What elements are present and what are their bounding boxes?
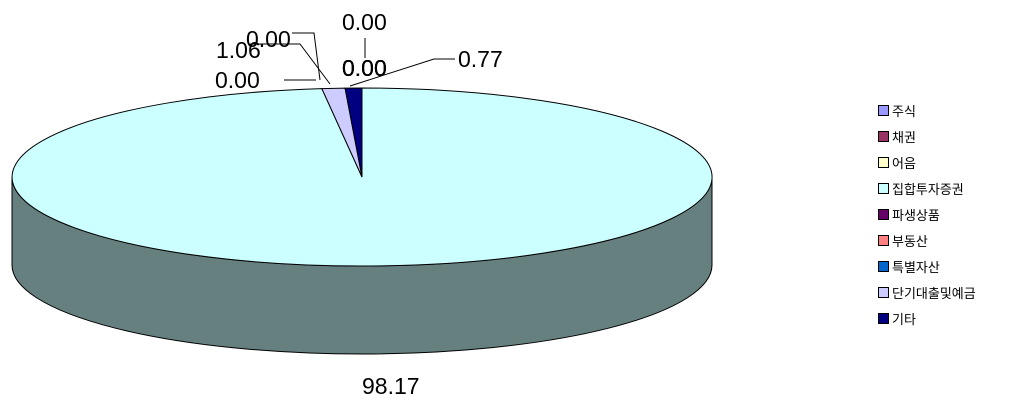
pie-slice — [344, 87, 363, 178]
legend-swatch — [878, 260, 889, 272]
legend-label: 주식 — [892, 104, 916, 120]
legend-swatch — [878, 312, 889, 324]
legend-swatch — [878, 286, 889, 298]
data-label: 0.00 — [246, 26, 291, 52]
data-label: 0.00 — [342, 55, 387, 81]
data-label: 1.06 — [216, 37, 261, 63]
data-label: 98.17 — [362, 373, 420, 399]
legend-label: 파생상품 — [892, 208, 940, 224]
legend-label: 기타 — [892, 312, 916, 328]
legend-swatch — [878, 208, 889, 220]
data-label: 0.77 — [458, 46, 503, 72]
legend-label: 단기대출및예금 — [892, 286, 976, 302]
legend-label: 어음 — [892, 156, 916, 172]
data-label: 0.00 — [215, 67, 260, 93]
legend-item: 기타 — [878, 305, 976, 331]
legend-item: 부동산 — [878, 227, 976, 253]
legend-item: 파생상품 — [878, 201, 976, 227]
legend-item: 어음 — [878, 149, 976, 175]
data-label: 0.00 — [342, 55, 387, 81]
legend-item: 채권 — [878, 123, 976, 149]
legend-item: 단기대출및예금 — [878, 279, 976, 305]
legend-swatch — [878, 182, 889, 194]
legend-label: 특별자산 — [892, 260, 940, 276]
legend-item: 집합투자증권 — [878, 175, 976, 201]
data-label: 0.00 — [342, 9, 387, 35]
legend-label: 채권 — [892, 130, 916, 146]
legend-swatch — [878, 156, 889, 168]
leader-line — [349, 58, 455, 87]
legend-item: 주식 — [878, 97, 976, 123]
legend-swatch — [878, 130, 889, 142]
leader-line — [250, 43, 331, 85]
legend-item: 특별자산 — [878, 253, 976, 279]
legend-swatch — [878, 104, 889, 116]
legend-label: 부동산 — [892, 234, 928, 250]
data-label: 0.00 — [342, 55, 387, 81]
data-label: 0.00 — [342, 55, 387, 81]
leader-line — [292, 32, 321, 81]
legend-label: 집합투자증권 — [892, 182, 964, 198]
legend-swatch — [878, 234, 889, 246]
